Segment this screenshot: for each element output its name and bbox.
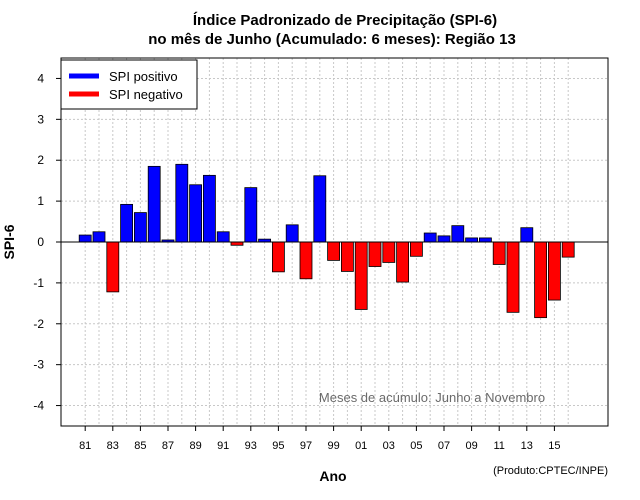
bar-1981 (78, 234, 92, 243)
bar-1988 (175, 163, 189, 243)
y-tick-label: -3 (33, 358, 44, 372)
legend-label-negative: SPI negativo (109, 87, 183, 102)
bar-2001 (354, 241, 368, 310)
y-tick-label: 1 (37, 194, 44, 208)
bar-2011 (492, 241, 506, 265)
x-tick-label: 89 (189, 440, 201, 452)
bar-1982 (92, 231, 106, 243)
bar-2000 (340, 241, 354, 272)
x-tick-label: 85 (134, 440, 146, 452)
y-tick-label: 0 (37, 235, 44, 249)
x-tick-label: 13 (521, 440, 533, 452)
x-tick-label: 15 (548, 440, 560, 452)
bar-2016 (561, 241, 575, 258)
bar-2005 (409, 241, 423, 257)
bar-2013 (520, 227, 534, 243)
bar-1989 (189, 184, 203, 243)
x-tick-label: 01 (355, 440, 367, 452)
bar-2007 (437, 235, 451, 243)
bar-2004 (396, 241, 410, 283)
product-credit: (Produto:CPTEC/INPE) (493, 465, 608, 477)
legend-label-positive: SPI positivo (109, 69, 178, 84)
x-tick-label: 03 (383, 440, 395, 452)
bar-1991 (216, 231, 230, 243)
y-tick-label: 4 (37, 71, 44, 85)
y-tick-label: -1 (33, 276, 44, 290)
y-tick-label: -2 (33, 317, 44, 331)
bar-2008 (451, 225, 465, 243)
bar-2002 (368, 241, 382, 267)
y-axis-label: SPI-6 (1, 224, 17, 259)
accumulation-note: Meses de acúmulo: Junho a Novembro (319, 390, 545, 405)
x-tick-label: 83 (107, 440, 119, 452)
bar-2012 (506, 241, 520, 313)
bar-1993 (244, 187, 258, 243)
x-tick-label: 91 (217, 440, 229, 452)
x-tick-label: 09 (465, 440, 477, 452)
bar-1986 (147, 165, 161, 243)
y-tick-label: 2 (37, 153, 44, 167)
chart-title-line2: no mês de Junho (Acumulado: 6 meses): Re… (148, 31, 516, 48)
x-tick-label: 81 (79, 440, 91, 452)
bar-1997 (299, 241, 313, 280)
bar-2010 (478, 237, 492, 243)
bar-2003 (382, 241, 396, 263)
bar-1998 (313, 175, 327, 243)
bar-1995 (271, 241, 285, 273)
x-axis-label: Ano (319, 468, 346, 484)
bar-2006 (423, 232, 437, 243)
x-tick-label: 11 (493, 440, 504, 452)
x-tick-label: 95 (272, 440, 284, 452)
bar-2014 (534, 241, 547, 319)
legend: SPI positivo SPI negativo (60, 59, 198, 110)
x-tick-label: 07 (438, 440, 450, 452)
x-tick-label: 05 (410, 440, 422, 452)
x-tick-label: 93 (245, 440, 257, 452)
chart-title-line1: Índice Padronizado de Precipitação (SPI-… (193, 12, 497, 29)
bar-1999 (327, 241, 341, 261)
bar-1984 (120, 203, 133, 243)
bar-1990 (202, 174, 216, 243)
legend-box (60, 59, 198, 110)
y-tick-label: -4 (33, 399, 44, 413)
bar-2015 (548, 241, 561, 301)
bar-1985 (133, 212, 147, 243)
x-tick-label: 87 (162, 440, 174, 452)
bar-1983 (106, 241, 120, 293)
bar-1996 (285, 224, 299, 243)
x-tick-label: 97 (300, 440, 312, 452)
bar-2009 (465, 237, 479, 243)
y-tick-label: 3 (37, 112, 44, 126)
x-tick-label: 99 (327, 440, 339, 452)
